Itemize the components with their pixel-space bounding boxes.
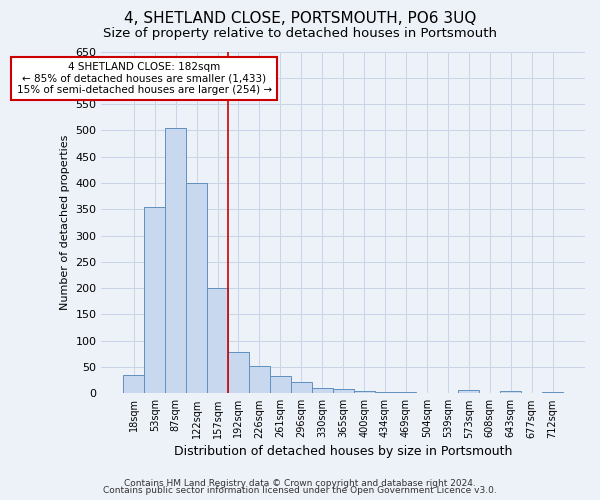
Bar	[332, 389, 353, 394]
Bar	[123, 375, 144, 394]
Y-axis label: Number of detached properties: Number of detached properties	[60, 134, 70, 310]
Text: Size of property relative to detached houses in Portsmouth: Size of property relative to detached ho…	[103, 28, 497, 40]
Bar	[207, 288, 228, 394]
X-axis label: Distribution of detached houses by size in Portsmouth: Distribution of detached houses by size …	[174, 444, 512, 458]
Text: Contains public sector information licensed under the Open Government Licence v3: Contains public sector information licen…	[103, 486, 497, 495]
Bar	[186, 183, 207, 394]
Bar	[542, 392, 563, 394]
Bar	[374, 392, 395, 394]
Bar	[395, 392, 416, 394]
Bar	[228, 352, 249, 394]
Text: 4 SHETLAND CLOSE: 182sqm
← 85% of detached houses are smaller (1,433)
15% of sem: 4 SHETLAND CLOSE: 182sqm ← 85% of detach…	[17, 62, 272, 95]
Bar	[353, 390, 374, 394]
Bar	[416, 393, 437, 394]
Text: Contains HM Land Registry data © Crown copyright and database right 2024.: Contains HM Land Registry data © Crown c…	[124, 478, 476, 488]
Bar	[270, 376, 291, 394]
Bar	[249, 366, 270, 394]
Bar	[144, 206, 165, 394]
Text: 4, SHETLAND CLOSE, PORTSMOUTH, PO6 3UQ: 4, SHETLAND CLOSE, PORTSMOUTH, PO6 3UQ	[124, 11, 476, 26]
Bar	[312, 388, 332, 394]
Bar	[458, 390, 479, 394]
Bar	[291, 382, 312, 394]
Bar	[500, 391, 521, 394]
Bar	[165, 128, 186, 394]
